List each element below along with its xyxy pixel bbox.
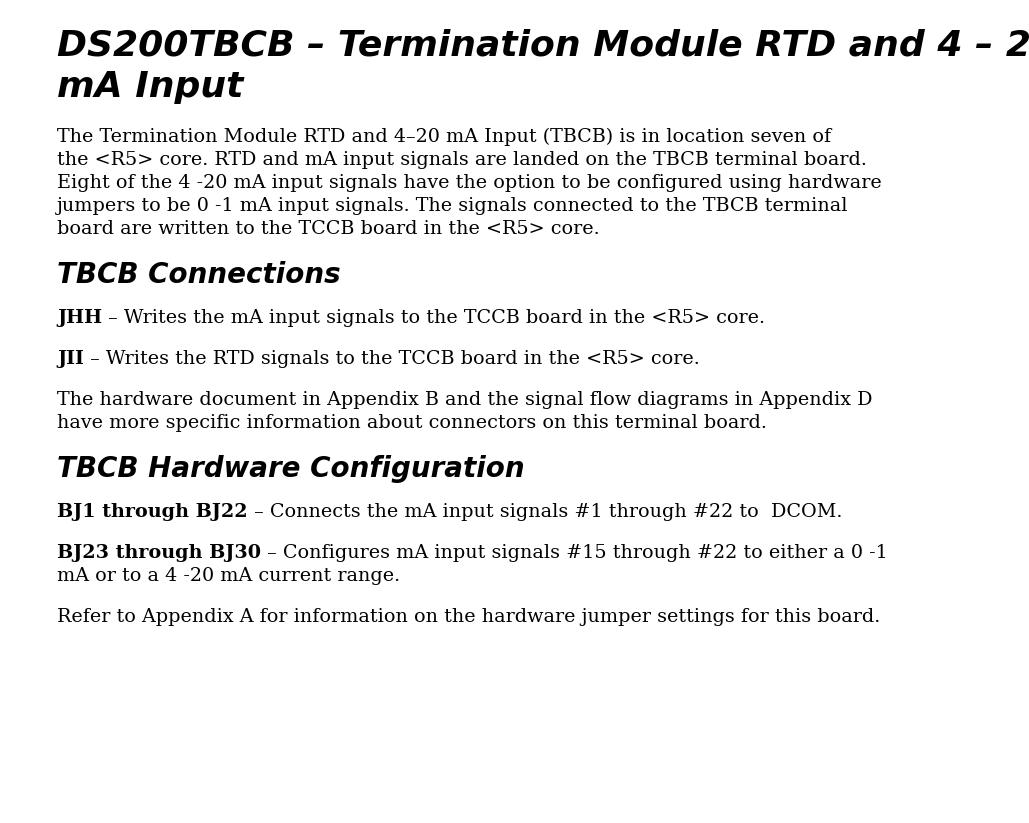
Text: the <R5> core. RTD and mA input signals are landed on the TBCB terminal board.: the <R5> core. RTD and mA input signals … [57,151,866,169]
Text: mA or to a 4 -20 mA current range.: mA or to a 4 -20 mA current range. [57,567,400,585]
Text: BJ23 through BJ30: BJ23 through BJ30 [57,544,261,562]
Text: BJ1 through BJ22: BJ1 through BJ22 [57,503,248,521]
Text: JHH: JHH [57,309,102,327]
Text: Eight of the 4 -20 mA input signals have the option to be configured using hardw: Eight of the 4 -20 mA input signals have… [57,174,882,192]
Text: The hardware document in Appendix B and the signal flow diagrams in Appendix D: The hardware document in Appendix B and … [57,391,873,409]
Text: TBCB Hardware Configuration: TBCB Hardware Configuration [57,455,525,483]
Text: jumpers to be 0 -1 mA input signals. The signals connected to the TBCB terminal: jumpers to be 0 -1 mA input signals. The… [57,197,849,215]
Text: – Writes the RTD signals to the TCCB board in the <R5> core.: – Writes the RTD signals to the TCCB boa… [84,350,700,368]
Text: JII: JII [57,350,84,368]
Text: mA Input: mA Input [57,70,244,104]
Text: TBCB Connections: TBCB Connections [57,261,341,289]
Text: – Configures mA input signals #15 through #22 to either a 0 -1: – Configures mA input signals #15 throug… [261,544,888,562]
Text: DS200TBCB – Termination Module RTD and 4 – 20: DS200TBCB – Termination Module RTD and 4… [57,28,1029,62]
Text: – Writes the mA input signals to the TCCB board in the <R5> core.: – Writes the mA input signals to the TCC… [102,309,766,327]
Text: – Connects the mA input signals #1 through #22 to  DCOM.: – Connects the mA input signals #1 throu… [248,503,842,521]
Text: The Termination Module RTD and 4–20 mA Input (TBCB) is in location seven of: The Termination Module RTD and 4–20 mA I… [57,128,831,146]
Text: Refer to Appendix A for information on the hardware jumper settings for this boa: Refer to Appendix A for information on t… [57,608,880,626]
Text: have more specific information about connectors on this terminal board.: have more specific information about con… [57,414,767,432]
Text: board are written to the TCCB board in the <R5> core.: board are written to the TCCB board in t… [57,220,600,238]
